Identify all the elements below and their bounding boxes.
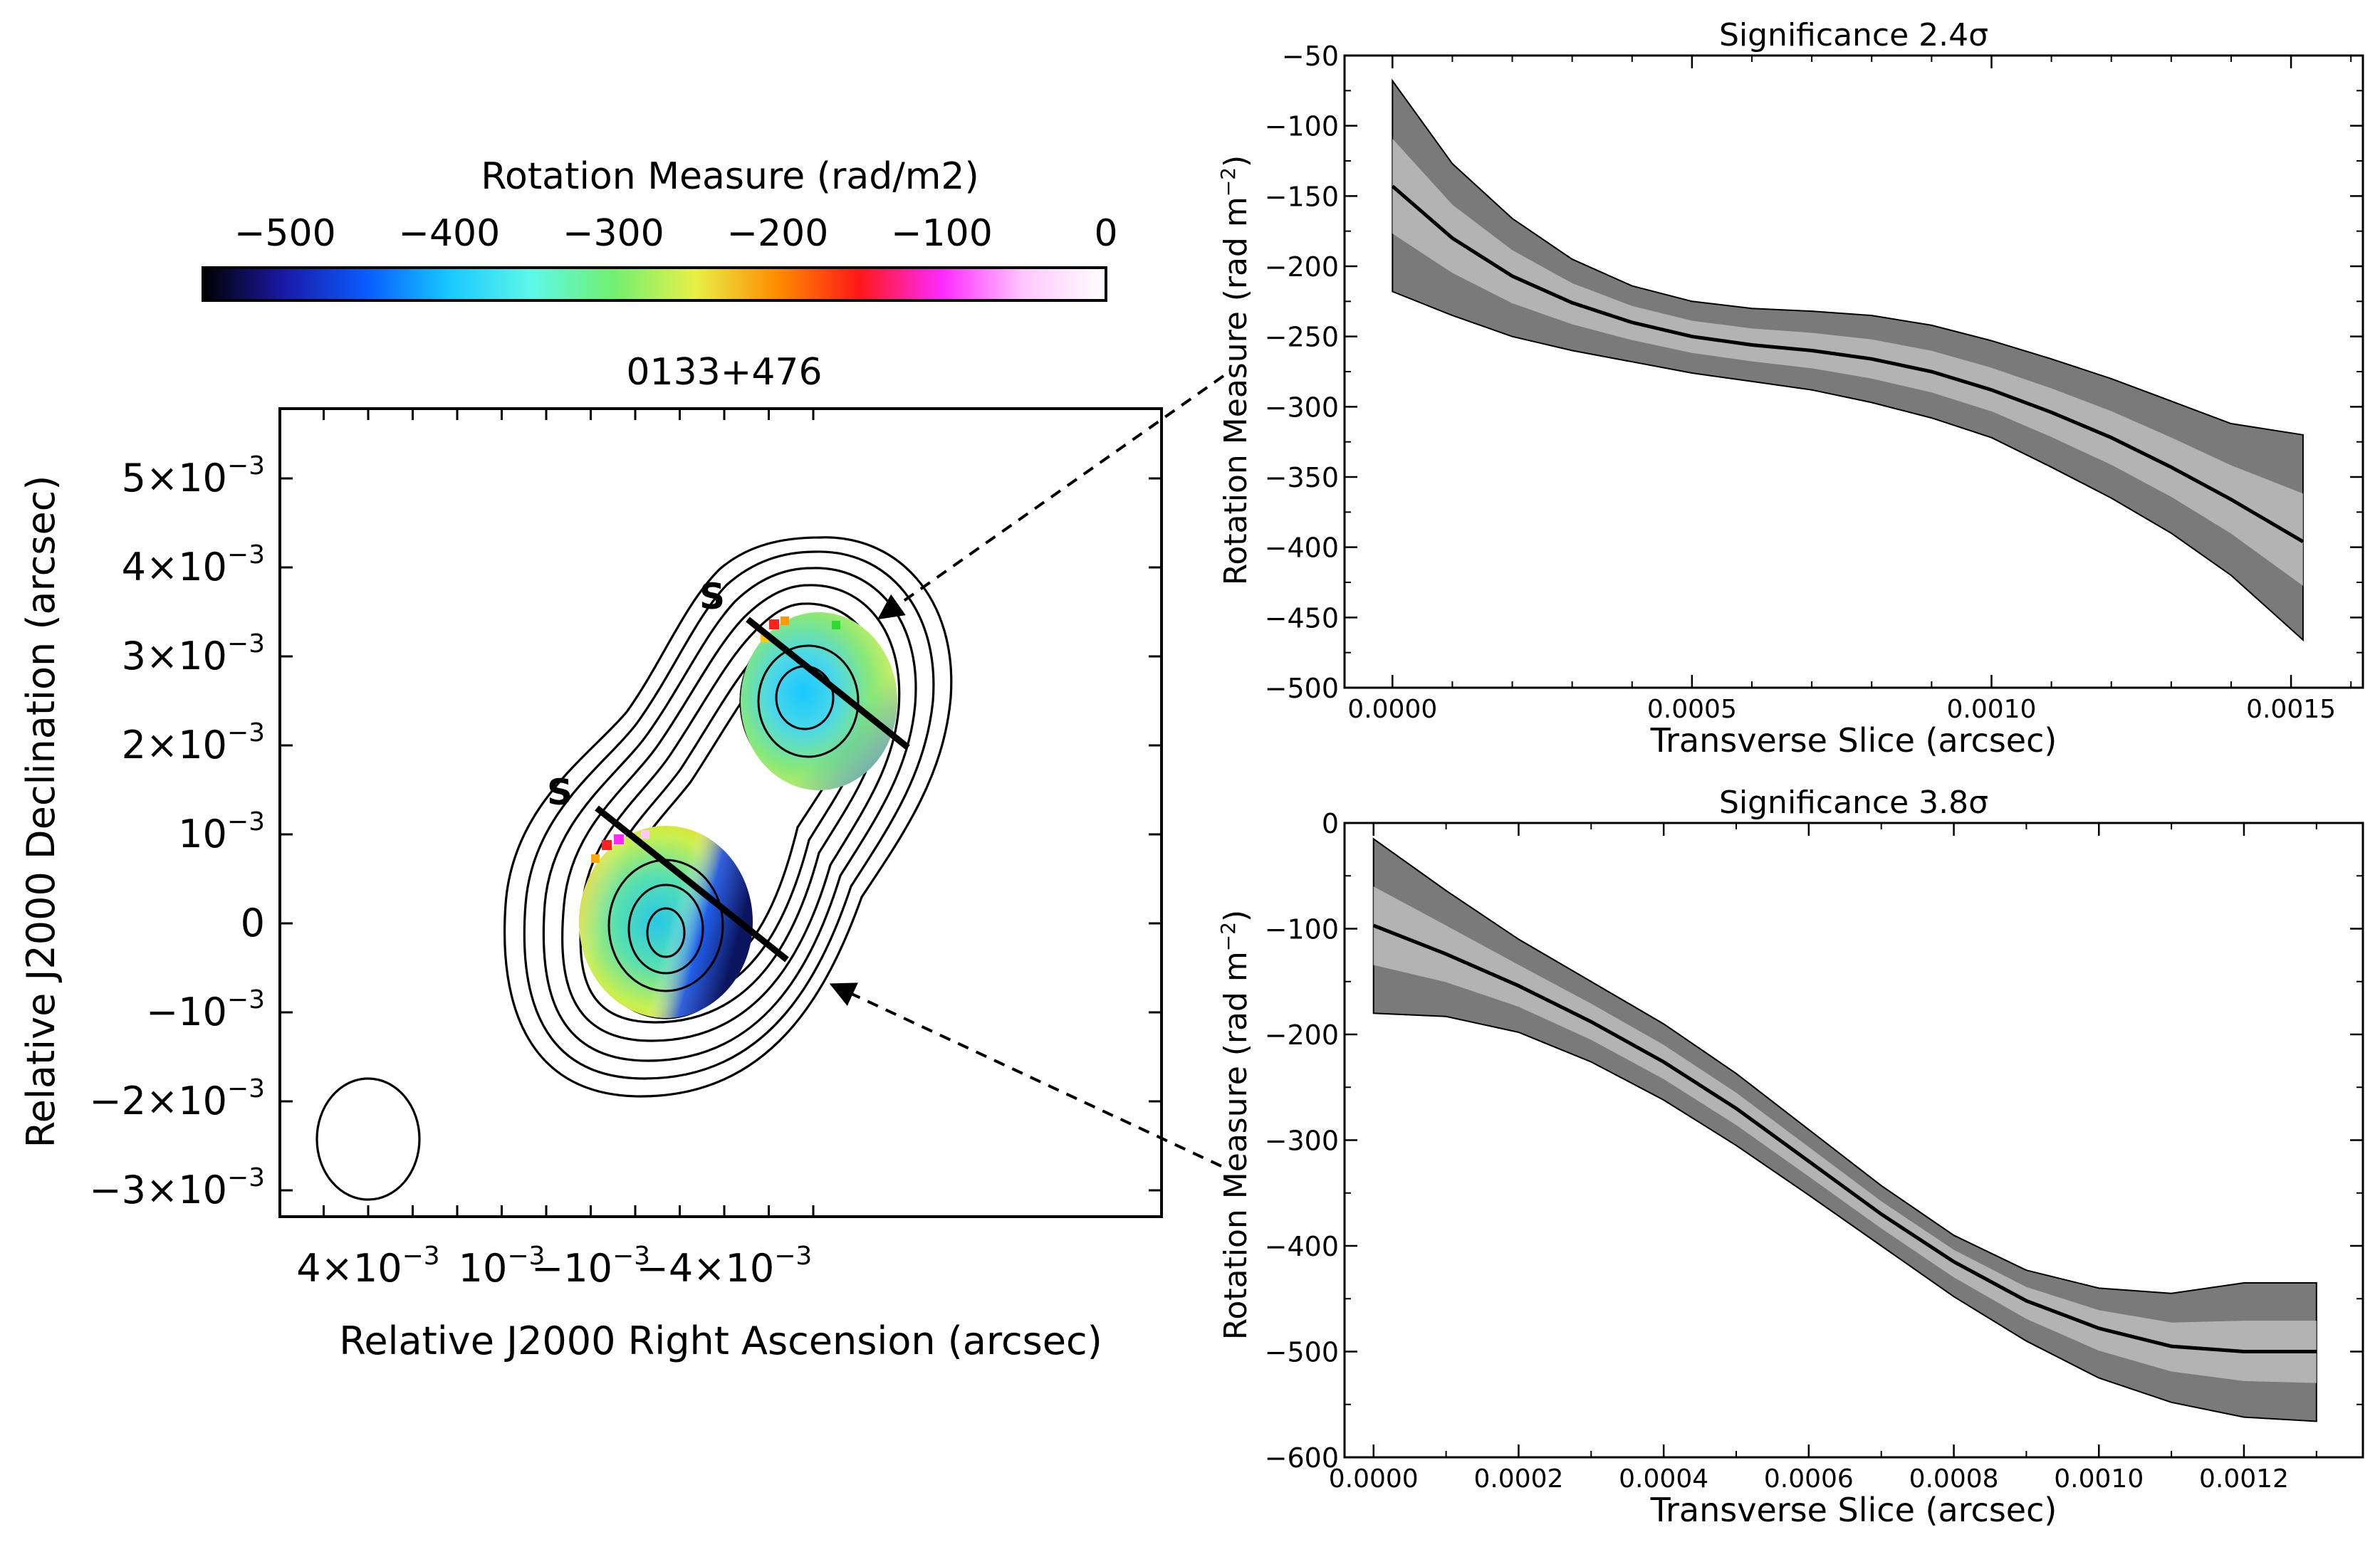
y-tick-label: −450 [1265,602,1339,634]
rm-map-frame [278,407,1163,1218]
colorbar-scale [202,266,1107,302]
contour-core-bottom-3 [627,883,704,975]
y-tick-label: −300 [1265,1126,1339,1157]
colorbar: Rotation Measure (rad/m2) −500 −400 −300 −2… [202,155,1118,302]
rm-map-ylabel: Relative J2000 Declination (arcsec) [19,476,63,1148]
map-x-tick-label: −10−3 [531,1242,650,1291]
slice-label-top: S [699,576,725,617]
x-tick-label: 0.0015 [2246,695,2336,724]
x-tick-label: 0.0000 [1329,1464,1419,1494]
contour-4 [561,584,901,1042]
x-tick-label: 0.0010 [2054,1464,2144,1494]
plot-xlabel: Transverse Slice (arcsec) [1650,721,2057,760]
x-tick-label: 0.0002 [1473,1464,1563,1494]
colorbar-tick-label: −500 [234,212,336,255]
connector-arrows [829,374,1225,1168]
contour-outer-1 [503,536,953,1098]
x-tick-label: 0.0006 [1764,1464,1854,1494]
y-tick-label: −50 [1282,41,1339,72]
y-tick-label: −250 [1265,322,1339,353]
map-y-tick-label: −10−3 [146,985,265,1034]
x-tick-label: 0.0008 [1909,1464,1999,1494]
slice-label-bottom: S [547,772,573,813]
contour-3 [542,567,917,1062]
plot-title: Significance 3.8σ [1719,785,1988,821]
plot-top-ylabel: Rotation Measure (rad m−2) [1216,155,1254,585]
rm-patch-top [741,612,897,790]
rm-map-y-tick-labels: 5×10−3 4×10−3 3×10−3 2×10−3 10−3 0 −10−3 −2×10−… [89,451,265,1212]
colorbar-tick-label: −300 [563,212,664,255]
y-tick-label: −350 [1265,462,1339,493]
slice-lines: S S [547,576,910,963]
mean-line [1391,184,2305,543]
x-tick-label: 0.0004 [1619,1464,1708,1494]
plot-bottom-ylabel-close: ) [1218,910,1254,922]
x-tick-label: 0.0000 [1347,695,1437,724]
y-tick-label: −150 [1265,181,1339,212]
uncertainty-band-inner [1373,886,2317,1383]
rm-map-ticks [280,409,1162,1217]
rm-color-patches [579,612,897,1018]
map-y-tick-label: −3×10−3 [89,1163,265,1212]
colorbar-tick-label: −100 [891,212,993,255]
plot-bottom: Significance 3.8σ 0 −100 −200 −300 −400 −500 −6… [1265,785,2364,1529]
map-x-tick-label: 10−3 [459,1242,546,1291]
y-tick-label: −200 [1265,251,1339,283]
plot-bottom-ylabel-main: Rotation Measure (rad m [1218,951,1254,1340]
map-y-tick-label: 4×10−3 [122,540,265,589]
map-y-tick-label: 5×10−3 [122,451,265,500]
intensity-contours [503,536,953,1098]
y-tick-label: −500 [1265,673,1339,704]
rm-map-x-tick-labels: 4×10−3 10−3−10−3−4×10−3 [296,1242,812,1291]
colorbar-tick-label: −200 [726,212,828,255]
y-tick-label: 0 [1322,808,1339,839]
map-y-tick-label: 0 [241,901,265,945]
y-tick-label: −200 [1265,1019,1339,1051]
y-tick-label: −400 [1265,1231,1339,1262]
map-x-tick-label: 4×10−3 [296,1242,439,1291]
map-y-tick-label: 2×10−3 [122,718,265,767]
rm-map-xlabel: Relative J2000 Right Ascension (arcsec) [339,1318,1102,1363]
rm-map-panel: 0133+476 [19,351,1163,1363]
uncertainty-band-inner [1392,138,2303,586]
rm-map-title: 0133+476 [626,351,822,394]
beam-ellipse [315,1077,421,1201]
contour-core-top-2 [757,644,860,758]
plot-top-ylabel-exp: −2 [1216,167,1240,196]
y-tick-label: −500 [1265,1337,1339,1368]
rm-patch-bottom [579,826,753,1018]
map-y-tick-label: −2×10−3 [89,1074,265,1123]
y-tick-label: −600 [1265,1442,1339,1474]
plot-bottom-ylabel-exp: −2 [1216,922,1240,951]
y-tick-label: −100 [1265,914,1339,945]
arrow-top [877,374,1225,620]
y-tick-label: −300 [1265,392,1339,423]
plot-top-ylabel-close: ) [1218,155,1254,167]
y-tick-label: −100 [1265,111,1339,142]
slice-line-bottom [595,805,789,963]
contour-2 [523,550,935,1080]
plot-xlabel: Transverse Slice (arcsec) [1650,1491,2057,1529]
plot-bottom-ylabel: Rotation Measure (rad m−2) [1216,910,1254,1340]
y-tick-label: −400 [1265,533,1339,564]
plot-top-ylabel-main: Rotation Measure (rad m [1218,196,1254,585]
slice-line-top [746,617,910,750]
map-y-tick-label: 3×10−3 [122,629,265,678]
mean-line [1372,923,2317,1353]
x-tick-label: 0.0010 [1946,695,2036,724]
map-y-tick-label: 10−3 [178,807,265,856]
colorbar-tick-labels: −500 −400 −300 −200 −100 0 [234,212,1118,255]
colorbar-title: Rotation Measure (rad/m2) [481,155,979,198]
plot-top: Significance 2.4σ −50 −100 −150 −200 −250 −300… [1265,17,2364,760]
map-x-tick-label: −4×10−3 [637,1242,813,1291]
plot-title: Significance 2.4σ [1719,17,1988,53]
colorbar-tick-label: 0 [1094,212,1117,255]
x-tick-label: 0.0012 [2199,1464,2289,1494]
colorbar-tick-label: −400 [398,212,500,255]
x-tick-label: 0.0005 [1647,695,1737,724]
contour-core-bottom-4 [646,907,686,958]
